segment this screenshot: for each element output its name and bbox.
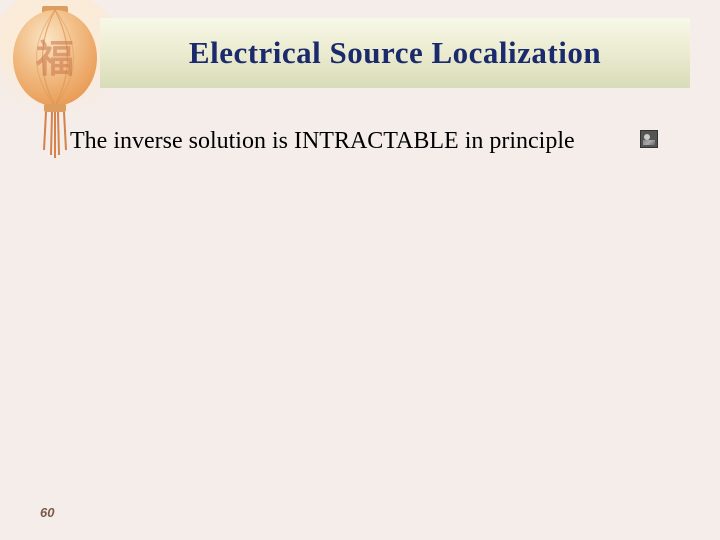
svg-text:福: 福	[35, 39, 74, 81]
page-number: 60	[40, 505, 54, 520]
slide-body-text: The inverse solution is INTRACTABLE in p…	[70, 128, 575, 155]
slide-title: Electrical Source Localization	[189, 35, 601, 71]
title-band: Electrical Source Localization	[100, 18, 690, 88]
broken-image-icon	[640, 130, 658, 148]
